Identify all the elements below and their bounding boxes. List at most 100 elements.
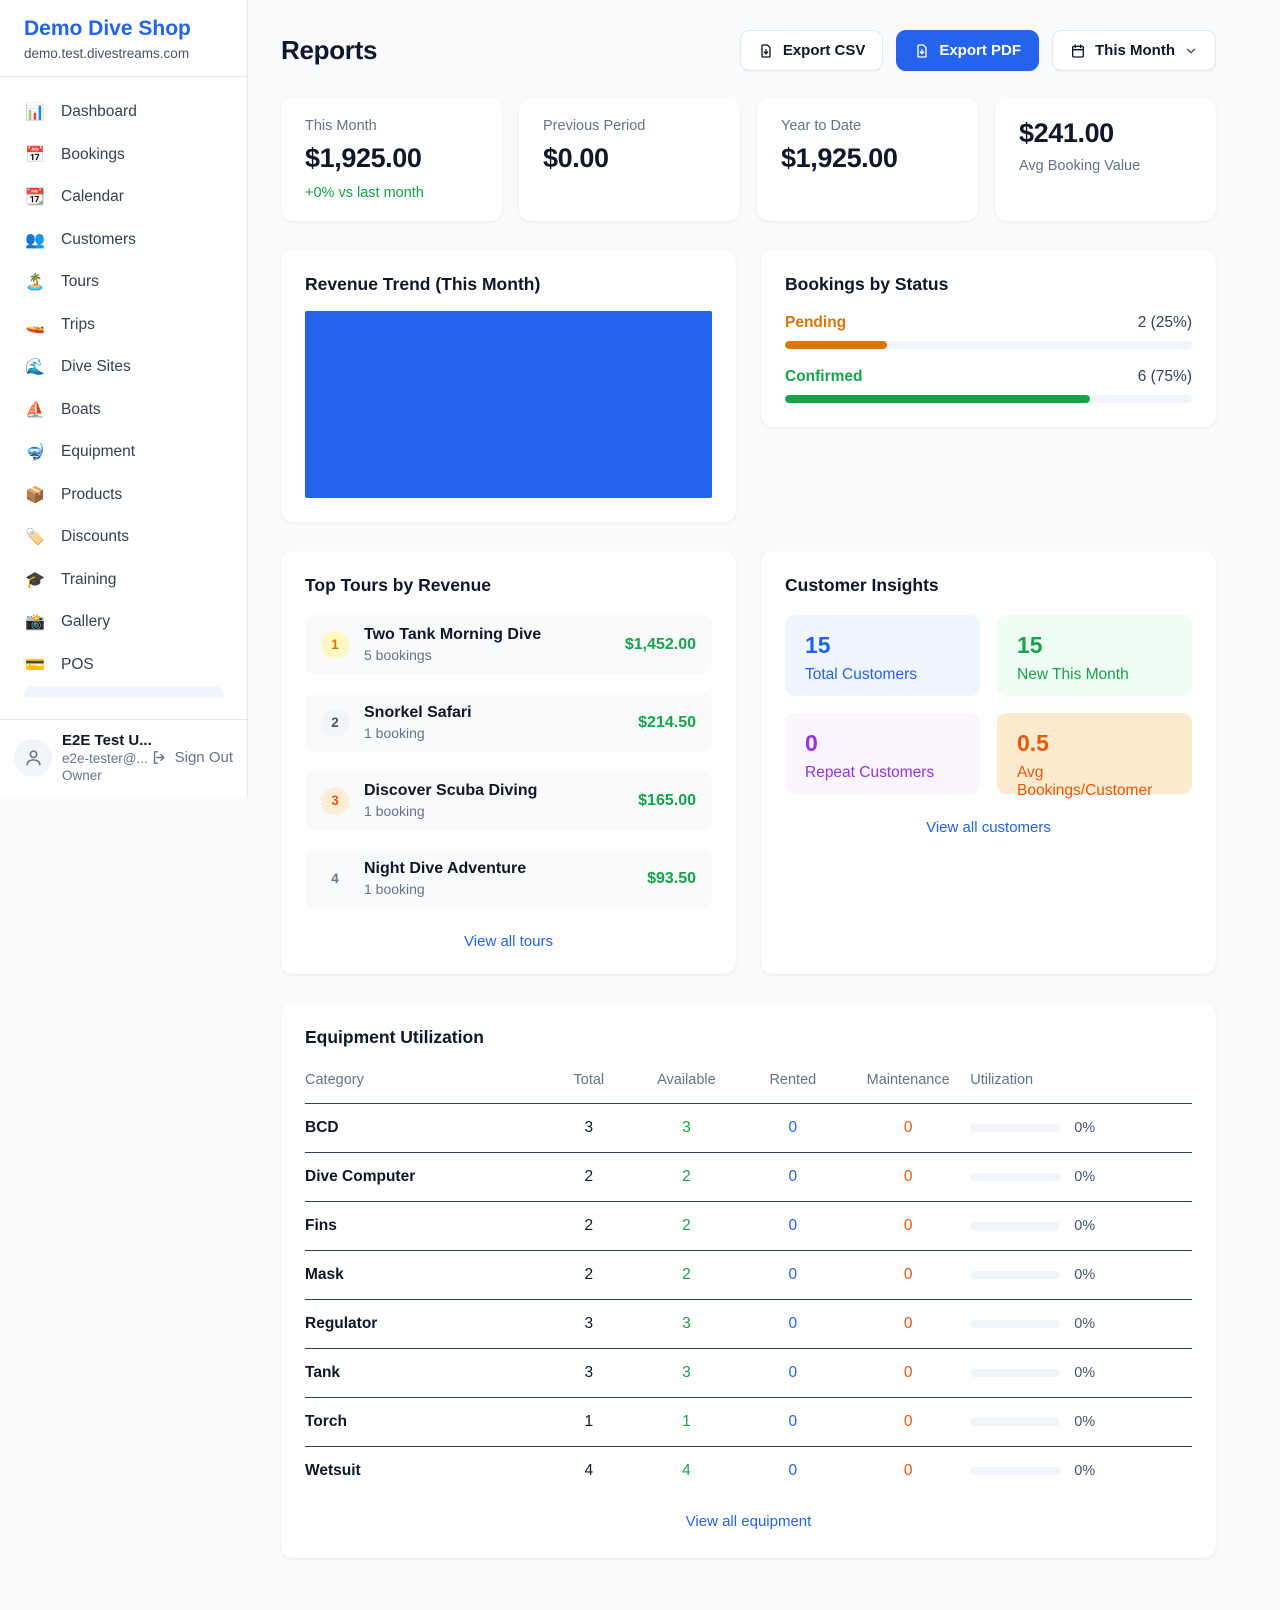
- sign-out-button[interactable]: Sign Out: [151, 749, 233, 766]
- customer-insights-title: Customer Insights: [785, 575, 939, 595]
- sidebar-item-label: Discounts: [61, 528, 130, 546]
- sidebar-item-boats[interactable]: ⛵ Boats: [12, 389, 235, 432]
- insight-label: Total Customers: [805, 666, 917, 683]
- stat-card-avg-booking-value: $241.00 Avg Booking Value: [995, 98, 1216, 221]
- pos-icon: 💳: [25, 656, 45, 674]
- user-info: E2E Test U... e2e-tester@... Owner: [62, 732, 152, 783]
- rank-badge: 2: [321, 708, 349, 737]
- stat-card-previous-period: Previous Period $0.00: [519, 98, 740, 221]
- cell-rented: 0: [788, 1168, 798, 1185]
- table-row: Fins 2 2 0 0 0%: [305, 1202, 1192, 1251]
- stat-label: Year to Date: [781, 118, 862, 134]
- gallery-icon: 📸: [25, 614, 45, 632]
- tour-row[interactable]: 2 Snorkel Safari 1 booking $214.50: [305, 693, 712, 752]
- utilization-bar: [970, 1418, 1061, 1426]
- cell-available: 3: [682, 1364, 691, 1381]
- status-row-confirmed: Confirmed 6 (75%): [785, 368, 1192, 403]
- shop-domain: demo.test.divestreams.com: [24, 46, 190, 61]
- sidebar-item-label: POS: [61, 655, 94, 673]
- sidebar-item-products[interactable]: 📦 Products: [12, 474, 235, 517]
- export-pdf-button[interactable]: Export PDF: [896, 30, 1040, 71]
- main-content: Reports Export CSV Export PDF This Month…: [248, 0, 1280, 1558]
- sidebar-item-reports-active-partial[interactable]: [24, 686, 223, 698]
- rank-badge: 1: [321, 630, 349, 659]
- table-row: Wetsuit 4 4 0 0 0%: [305, 1447, 1192, 1496]
- status-row-pending: Pending 2 (25%): [785, 314, 1192, 349]
- view-all-customers-link[interactable]: View all customers: [926, 819, 1051, 836]
- status-label: Pending: [785, 314, 847, 331]
- table-row: Mask 2 2 0 0 0%: [305, 1251, 1192, 1300]
- cell-total: 2: [584, 1266, 594, 1283]
- tour-name: Night Dive Adventure: [364, 860, 527, 877]
- sidebar-item-label: Tours: [61, 273, 99, 291]
- sidebar-item-label: Equipment: [61, 443, 136, 461]
- sidebar: Demo Dive Shop demo.test.divestreams.com…: [0, 0, 248, 797]
- calendar-icon: 📆: [25, 189, 45, 207]
- sidebar-item-label: Boats: [61, 400, 101, 418]
- sidebar-item-dive-sites[interactable]: 🌊 Dive Sites: [12, 346, 235, 389]
- cell-category: Mask: [305, 1266, 344, 1283]
- sidebar-item-trips[interactable]: 🚤 Trips: [12, 304, 235, 347]
- cell-rented: 0: [788, 1119, 798, 1136]
- charts-row: Revenue Trend (This Month) Bookings by S…: [281, 250, 1216, 522]
- sidebar-item-label: Dive Sites: [61, 358, 131, 376]
- user-footer: E2E Test U... e2e-tester@... Owner Sign …: [0, 719, 247, 797]
- export-csv-button[interactable]: Export CSV: [739, 30, 884, 71]
- stats-row: This Month $1,925.00 +0% vs last month P…: [281, 98, 1216, 221]
- progress-track: [785, 341, 1192, 349]
- period-dropdown[interactable]: This Month: [1052, 30, 1216, 71]
- sidebar-item-pos[interactable]: 💳 POS: [12, 644, 235, 687]
- sidebar-item-discounts[interactable]: 🏷️ Discounts: [12, 516, 235, 559]
- utilization-percent: 0%: [1074, 1463, 1096, 1479]
- utilization-percent: 0%: [1074, 1365, 1096, 1381]
- utilization-bar: [970, 1369, 1061, 1377]
- insight-value: 15: [1017, 632, 1043, 658]
- cell-maintenance: 0: [903, 1266, 913, 1283]
- tour-row[interactable]: 1 Two Tank Morning Dive 5 bookings $1,45…: [305, 615, 712, 674]
- file-download-icon: [917, 43, 927, 58]
- utilization-bar: [970, 1173, 1061, 1181]
- cell-maintenance: 0: [903, 1462, 913, 1479]
- cell-rented: 0: [788, 1462, 798, 1479]
- sidebar-item-dashboard[interactable]: 📊 Dashboard: [12, 91, 235, 134]
- view-all-equipment-link[interactable]: View all equipment: [685, 1513, 812, 1530]
- progress-fill: [785, 395, 1091, 403]
- sign-out-icon: [153, 751, 165, 764]
- utilization-bar: [970, 1222, 1061, 1230]
- cell-rented: 0: [788, 1413, 798, 1430]
- cell-available: 4: [682, 1462, 691, 1479]
- top-tours-panel: Top Tours by Revenue 1 Two Tank Morning …: [281, 551, 736, 974]
- cell-category: Dive Computer: [305, 1168, 416, 1185]
- rank-badge: 3: [321, 786, 349, 815]
- sidebar-item-calendar[interactable]: 📆 Calendar: [12, 176, 235, 219]
- insight-grid: 15 Total Customers 15 New This Month 0 R…: [785, 615, 1192, 799]
- tour-row[interactable]: 3 Discover Scuba Diving 1 booking $165.0…: [305, 771, 712, 830]
- column-header-rented: Rented: [769, 1072, 817, 1088]
- tour-bookings: 1 booking: [364, 725, 425, 741]
- sidebar-item-bookings[interactable]: 📅 Bookings: [12, 134, 235, 177]
- revenue-trend-chart: [305, 311, 712, 498]
- page-title: Reports: [281, 35, 378, 65]
- view-all-tours-link[interactable]: View all tours: [464, 933, 553, 950]
- user-name: E2E Test U...: [62, 732, 152, 749]
- tour-row[interactable]: 4 Night Dive Adventure 1 booking $93.50: [305, 849, 712, 908]
- tour-revenue: $214.50: [638, 713, 696, 731]
- sidebar-nav: 📊 Dashboard 📅 Bookings 📆 Calendar 👥 Cust…: [0, 77, 247, 719]
- products-icon: 📦: [25, 486, 45, 504]
- sidebar-item-equipment[interactable]: 🤿 Equipment: [12, 431, 235, 474]
- sidebar-item-customers[interactable]: 👥 Customers: [12, 219, 235, 262]
- calendar-icon: [1072, 43, 1085, 58]
- insight-label: Avg Bookings/Customer: [1017, 764, 1153, 799]
- sidebar-item-gallery[interactable]: 📸 Gallery: [12, 601, 235, 644]
- sidebar-item-tours[interactable]: 🏝️ Tours: [12, 261, 235, 304]
- cell-total: 3: [584, 1364, 594, 1381]
- discounts-icon: 🏷️: [25, 529, 45, 547]
- utilization-bar: [970, 1467, 1061, 1475]
- status-label: Confirmed: [785, 368, 863, 385]
- dive-sites-icon: 🌊: [25, 359, 45, 377]
- sidebar-item-training[interactable]: 🎓 Training: [12, 559, 235, 602]
- stat-delta: +0% vs last month: [305, 185, 424, 201]
- utilization-percent: 0%: [1074, 1169, 1096, 1185]
- insight-total-customers: 15 Total Customers: [785, 615, 980, 696]
- column-header-total: Total: [573, 1072, 605, 1088]
